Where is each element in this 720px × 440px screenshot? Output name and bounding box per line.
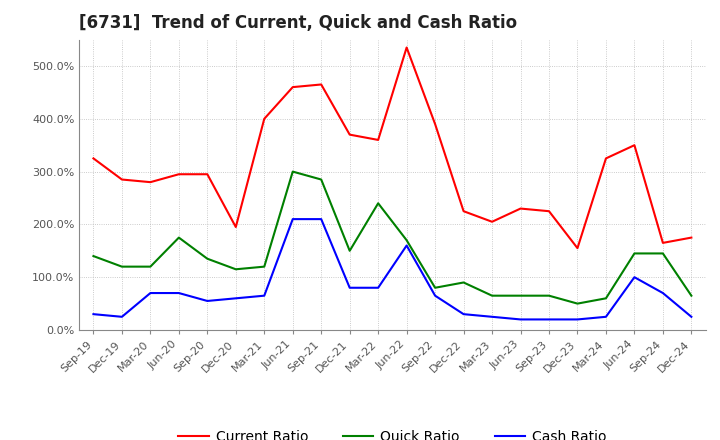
Current Ratio (232, 224, 240, 230)
Quick Ratio (89, 253, 98, 259)
Current Ratio (459, 209, 468, 214)
Current Ratio (487, 219, 496, 224)
Current Ratio (117, 177, 126, 182)
Line: Cash Ratio: Cash Ratio (94, 219, 691, 319)
Cash Ratio (516, 317, 525, 322)
Cash Ratio (374, 285, 382, 290)
Quick Ratio (402, 238, 411, 243)
Current Ratio (402, 45, 411, 50)
Cash Ratio (89, 312, 98, 317)
Current Ratio (374, 137, 382, 143)
Quick Ratio (573, 301, 582, 306)
Line: Current Ratio: Current Ratio (94, 48, 691, 248)
Legend: Current Ratio, Quick Ratio, Cash Ratio: Current Ratio, Quick Ratio, Cash Ratio (173, 424, 612, 440)
Cash Ratio (289, 216, 297, 222)
Current Ratio (602, 156, 611, 161)
Quick Ratio (174, 235, 183, 240)
Current Ratio (260, 116, 269, 121)
Quick Ratio (317, 177, 325, 182)
Current Ratio (431, 121, 439, 127)
Cash Ratio (174, 290, 183, 296)
Quick Ratio (232, 267, 240, 272)
Quick Ratio (487, 293, 496, 298)
Current Ratio (346, 132, 354, 137)
Quick Ratio (289, 169, 297, 174)
Quick Ratio (630, 251, 639, 256)
Current Ratio (146, 180, 155, 185)
Line: Quick Ratio: Quick Ratio (94, 172, 691, 304)
Current Ratio (89, 156, 98, 161)
Current Ratio (516, 206, 525, 211)
Cash Ratio (602, 314, 611, 319)
Cash Ratio (687, 314, 696, 319)
Quick Ratio (659, 251, 667, 256)
Quick Ratio (687, 293, 696, 298)
Cash Ratio (487, 314, 496, 319)
Cash Ratio (232, 296, 240, 301)
Current Ratio (687, 235, 696, 240)
Text: [6731]  Trend of Current, Quick and Cash Ratio: [6731] Trend of Current, Quick and Cash … (79, 15, 518, 33)
Cash Ratio (402, 243, 411, 248)
Cash Ratio (573, 317, 582, 322)
Cash Ratio (431, 293, 439, 298)
Current Ratio (203, 172, 212, 177)
Cash Ratio (346, 285, 354, 290)
Quick Ratio (203, 256, 212, 261)
Quick Ratio (374, 201, 382, 206)
Current Ratio (573, 246, 582, 251)
Cash Ratio (146, 290, 155, 296)
Quick Ratio (459, 280, 468, 285)
Quick Ratio (431, 285, 439, 290)
Current Ratio (317, 82, 325, 87)
Quick Ratio (146, 264, 155, 269)
Cash Ratio (545, 317, 554, 322)
Current Ratio (545, 209, 554, 214)
Quick Ratio (346, 248, 354, 253)
Quick Ratio (545, 293, 554, 298)
Current Ratio (630, 143, 639, 148)
Current Ratio (659, 240, 667, 246)
Current Ratio (174, 172, 183, 177)
Cash Ratio (659, 290, 667, 296)
Current Ratio (289, 84, 297, 90)
Cash Ratio (630, 275, 639, 280)
Cash Ratio (459, 312, 468, 317)
Cash Ratio (117, 314, 126, 319)
Cash Ratio (260, 293, 269, 298)
Quick Ratio (260, 264, 269, 269)
Quick Ratio (602, 296, 611, 301)
Cash Ratio (317, 216, 325, 222)
Cash Ratio (203, 298, 212, 304)
Quick Ratio (516, 293, 525, 298)
Quick Ratio (117, 264, 126, 269)
